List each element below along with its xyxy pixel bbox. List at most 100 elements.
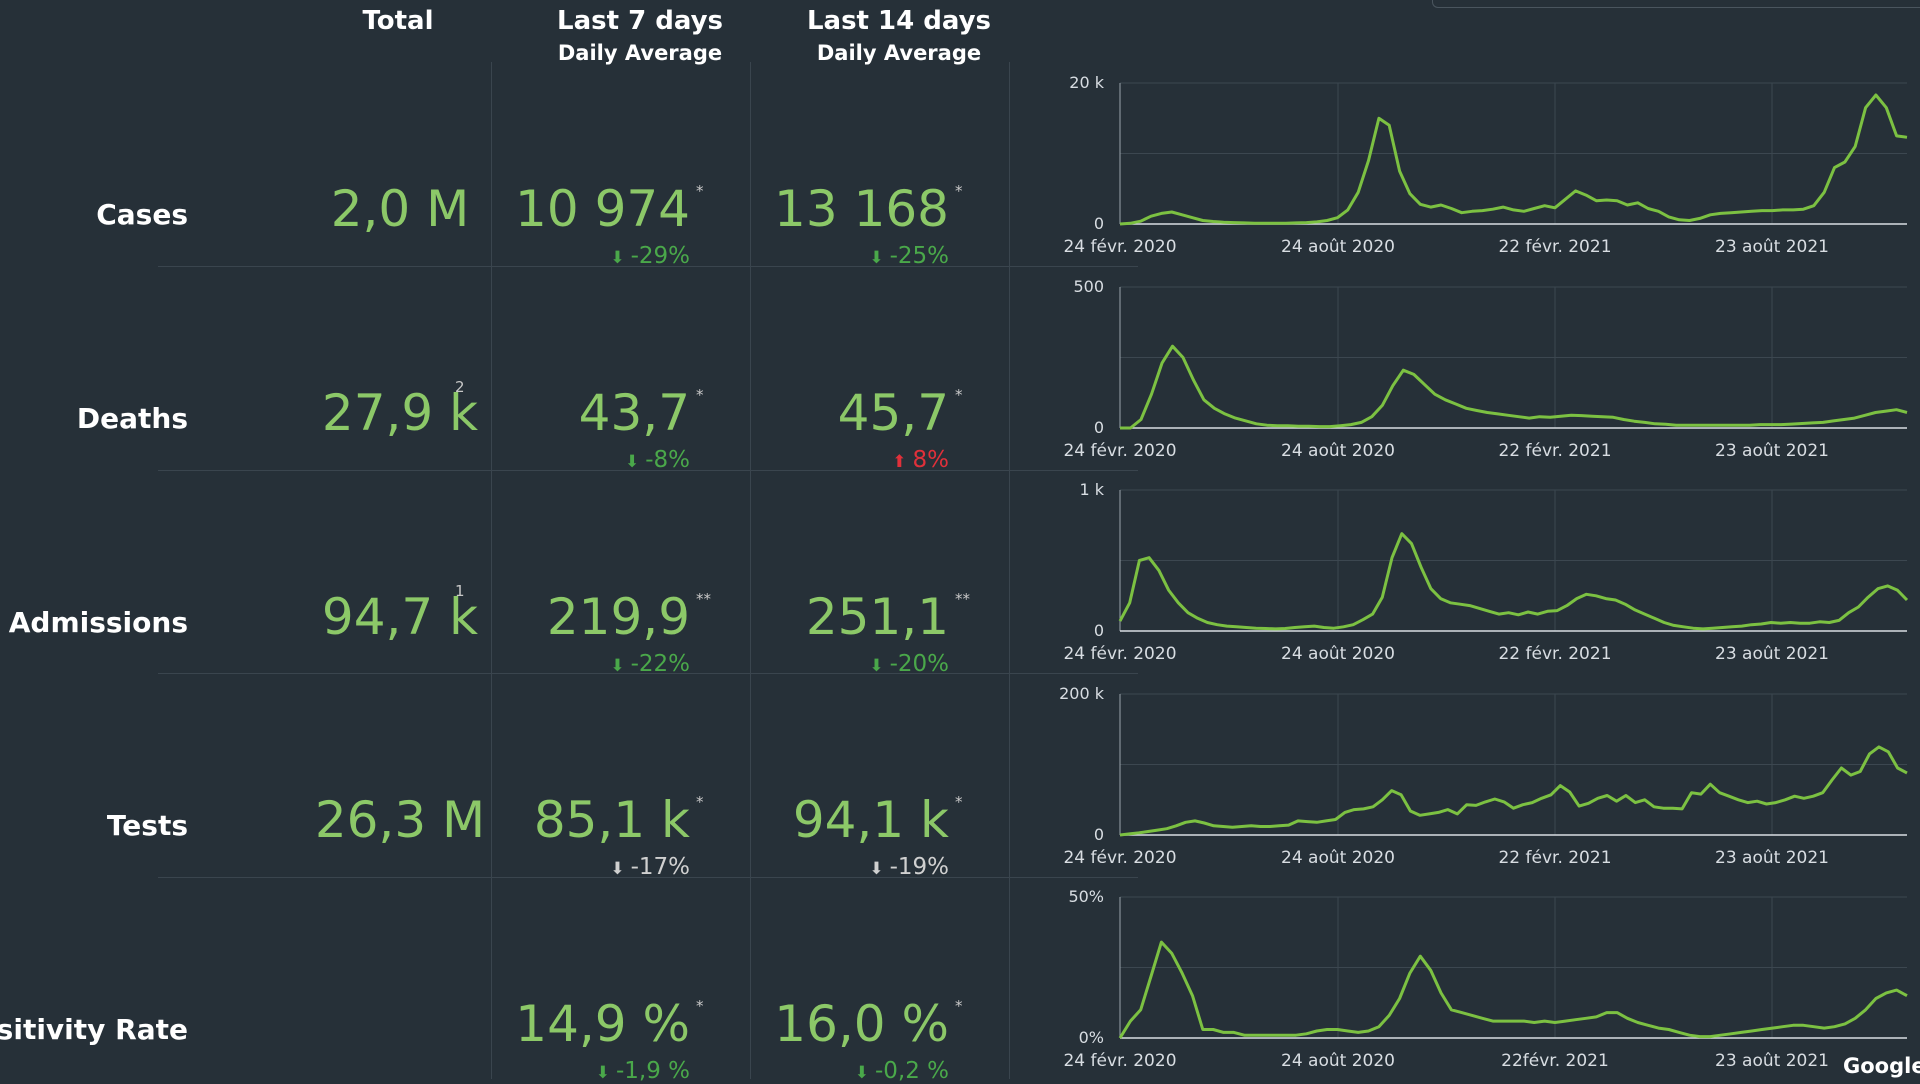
y-tick-label: 20 k xyxy=(1069,73,1104,92)
delta7: ⬇ -22% xyxy=(610,651,690,677)
avg14-footnote: ** xyxy=(955,590,970,608)
delta14-text: -20% xyxy=(889,651,949,677)
x-tick-label: 24 févr. 2020 xyxy=(1063,237,1176,257)
y-tick-label: 50% xyxy=(1068,887,1104,906)
x-tick-label: 23 août 2021 xyxy=(1715,848,1829,868)
header-last14-sub: Daily Average xyxy=(816,41,982,65)
arrow-up-icon: ⬆ xyxy=(892,452,907,472)
arrow-down-icon: ⬇ xyxy=(595,1063,610,1083)
x-tick-label: 24 févr. 2020 xyxy=(1063,441,1176,461)
row-label: Cases xyxy=(96,198,188,231)
row-label: Positivity Rate xyxy=(0,1013,188,1046)
avg14-footnote: * xyxy=(955,997,963,1015)
chart-2: 0 1 k 24 févr. 2020 24 août 2020 22 févr. 20… xyxy=(1063,480,1909,664)
avg7-footnote: * xyxy=(696,997,704,1015)
avg7-value: 10 974 xyxy=(515,180,690,238)
column-divider-2 xyxy=(750,62,751,1079)
header-last14: Last 14 days xyxy=(806,6,992,36)
row-divider-1 xyxy=(158,266,1138,267)
delta14: ⬇ -25% xyxy=(869,243,949,269)
delta7: ⬇ -8% xyxy=(625,447,690,473)
total-value: 2,0 M xyxy=(330,180,470,238)
y-tick-label: 0 xyxy=(1094,214,1104,233)
arrow-down-icon: ⬇ xyxy=(624,452,640,472)
arrow-down-icon: ⬇ xyxy=(869,859,884,879)
avg14-value: 13 168 xyxy=(774,180,949,238)
avg7-value: 43,7 xyxy=(578,384,690,442)
total-value: 26,3 M xyxy=(314,791,486,849)
arrow-down-icon: ⬇ xyxy=(869,656,884,676)
total-value: 94,7 k xyxy=(321,588,479,646)
chart-0: 0 20 k 24 févr. 2020 24 août 2020 22 févr. 2… xyxy=(1063,73,1908,257)
series-line xyxy=(1118,940,1908,1039)
y-tick-label: 0 xyxy=(1094,418,1104,437)
row-label: Deaths xyxy=(76,402,188,435)
series-line xyxy=(1118,532,1909,631)
delta7: ⬇ -17% xyxy=(610,854,690,880)
x-tick-label: 24 févr. 2020 xyxy=(1063,848,1176,868)
delta7-text: -8% xyxy=(645,447,690,473)
row-divider-3 xyxy=(158,673,1138,674)
avg7-value: 219,9 xyxy=(546,588,690,646)
x-tick-label: 22 févr. 2021 xyxy=(1498,237,1611,257)
header-last7: Last 7 days xyxy=(557,6,723,36)
row-divider-2 xyxy=(158,470,1138,471)
x-tick-label: 23 août 2021 xyxy=(1715,237,1829,257)
avg14-footnote: * xyxy=(955,793,963,811)
x-tick-label: 24 févr. 2020 xyxy=(1063,644,1176,664)
delta7-text: -29% xyxy=(630,243,690,269)
chart-3: 0 200 k 24 févr. 2020 24 août 2020 22 févr. … xyxy=(1059,684,1908,868)
avg7-value: 85,1 k xyxy=(533,791,690,849)
row-label: tal Admissions xyxy=(0,606,188,639)
series-line xyxy=(1120,344,1908,430)
avg14-value: 251,1 xyxy=(805,588,949,646)
avg14-value: 16,0 % xyxy=(774,995,949,1053)
x-tick-label: 23 août 2021 xyxy=(1715,644,1829,664)
avg7-value: 14,9 % xyxy=(515,995,690,1053)
x-tick-label: 22févr. 2021 xyxy=(1501,1051,1609,1071)
y-tick-label: 200 k xyxy=(1059,684,1105,703)
arrow-down-icon: ⬇ xyxy=(610,656,625,676)
series-line xyxy=(1119,745,1908,837)
y-tick-label: 500 xyxy=(1073,277,1104,296)
avg14-value: 45,7 xyxy=(837,384,949,442)
total-footnote: 1 xyxy=(455,582,465,600)
top-panel-edge xyxy=(1432,0,1920,8)
arrow-down-icon: ⬇ xyxy=(854,1063,869,1083)
arrow-down-icon: ⬇ xyxy=(610,859,625,879)
chart-4: 0% 50% 24 févr. 2020 24 août 2020 22févr. 20… xyxy=(1063,887,1908,1071)
avg14-value: 94,1 k xyxy=(792,791,949,849)
total-footnote: 2 xyxy=(455,378,465,396)
delta14: ⬇ -20% xyxy=(869,651,949,677)
avg7-footnote: * xyxy=(696,182,704,200)
delta14-text: -19% xyxy=(889,854,949,880)
y-tick-label: 1 k xyxy=(1079,480,1104,499)
x-tick-label: 22 févr. 2021 xyxy=(1498,644,1611,664)
avg14-footnote: * xyxy=(955,386,963,404)
delta7-text: -22% xyxy=(630,651,690,677)
header-total: Total xyxy=(362,6,434,36)
chart-1: 0 500 24 févr. 2020 24 août 2020 22 févr. 20… xyxy=(1063,277,1908,461)
arrow-down-icon: ⬇ xyxy=(869,248,884,268)
x-tick-label: 23 août 2021 xyxy=(1715,441,1829,461)
header-last7-sub: Daily Average xyxy=(557,41,723,65)
x-tick-label: 24 août 2020 xyxy=(1281,1051,1395,1071)
row-label: Tests xyxy=(106,809,188,842)
delta14-text: 8% xyxy=(912,447,950,473)
x-tick-label: 24 août 2020 xyxy=(1281,441,1395,461)
delta14: ⬇ -19% xyxy=(869,854,949,880)
avg7-footnote: * xyxy=(696,793,704,811)
arrow-down-icon: ⬇ xyxy=(610,248,625,268)
avg14-footnote: * xyxy=(955,182,963,200)
total-value: 27,9 k xyxy=(321,384,479,442)
avg7-footnote: * xyxy=(696,386,704,404)
row-divider-4 xyxy=(158,877,1138,878)
x-tick-label: 24 févr. 2020 xyxy=(1063,1051,1176,1071)
x-tick-label: 24 août 2020 xyxy=(1281,848,1395,868)
column-divider-3 xyxy=(1009,62,1010,1079)
x-tick-label: 22 févr. 2021 xyxy=(1498,848,1611,868)
avg7-footnote: ** xyxy=(696,590,711,608)
x-tick-label: 23 août 2021 xyxy=(1715,1051,1829,1071)
delta7: ⬇ -29% xyxy=(610,243,690,269)
